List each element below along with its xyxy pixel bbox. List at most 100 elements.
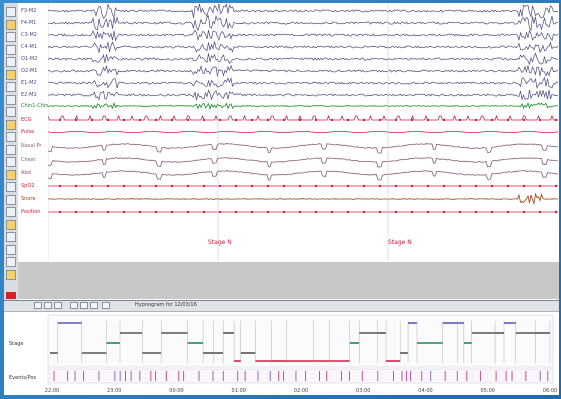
trace-area[interactable]: Stage N Stage N	[48, 3, 559, 300]
sample-dot	[250, 118, 254, 122]
sample-dot	[346, 118, 350, 122]
tool-button[interactable]	[6, 32, 16, 42]
record-icon[interactable]	[6, 292, 16, 299]
sample-dot	[58, 184, 62, 188]
tool-button[interactable]	[6, 182, 16, 192]
signal-trace	[48, 101, 559, 111]
settings-icon[interactable]	[90, 302, 98, 309]
sample-dot	[330, 184, 334, 188]
signal-trace	[48, 64, 559, 77]
sample-dot	[506, 118, 510, 122]
sample-dot	[538, 184, 542, 188]
sample-dot	[266, 184, 270, 188]
hypnogram-area[interactable]: Stage Events/Pos 22:00 23:00 00:00 01:00 02:…	[4, 311, 559, 395]
tool-button[interactable]	[6, 219, 16, 230]
tool-button[interactable]	[6, 169, 16, 180]
tool-button[interactable]	[6, 44, 16, 55]
stage-annotation: Stage N	[208, 239, 232, 246]
tool-button[interactable]	[6, 207, 16, 217]
traces-svg: Stage N Stage N	[48, 3, 559, 261]
sample-dot	[490, 184, 494, 188]
sample-dot	[90, 184, 94, 188]
zoom-out-icon[interactable]	[44, 302, 52, 309]
hypnogram-plot	[47, 314, 554, 368]
time-tick-label: 02:00	[294, 388, 308, 394]
sample-dot	[314, 210, 318, 214]
channel-label: O2-M1	[21, 68, 38, 74]
signal-trace	[48, 170, 559, 181]
sample-dot	[74, 118, 78, 122]
help-icon[interactable]	[102, 302, 110, 309]
channel-label: O1-M2	[21, 56, 38, 62]
copy-icon[interactable]	[80, 302, 88, 309]
save-icon[interactable]	[70, 302, 78, 309]
signal-trace	[48, 52, 559, 66]
channel-label: E1-M2	[21, 80, 37, 86]
sample-dot	[442, 210, 446, 214]
sample-dot	[410, 184, 414, 188]
print-icon[interactable]	[54, 302, 62, 309]
sample-dot	[90, 210, 94, 214]
sample-dot	[218, 184, 222, 188]
sample-dot	[58, 210, 62, 214]
tool-button[interactable]	[6, 144, 16, 155]
tool-button[interactable]	[6, 94, 16, 105]
sample-dot	[138, 184, 142, 188]
signal-trace	[48, 29, 559, 42]
tool-button[interactable]	[6, 119, 16, 130]
tool-button[interactable]	[6, 194, 16, 205]
sample-dot	[394, 118, 398, 122]
sample-dot	[170, 118, 174, 122]
tool-button[interactable]	[6, 19, 16, 30]
time-tick-label: 22:00	[45, 388, 59, 394]
tool-button[interactable]	[6, 107, 16, 117]
channel-label: F3-M2	[21, 8, 37, 14]
tool-button[interactable]	[6, 257, 16, 267]
sample-dot	[170, 210, 174, 214]
sample-dot	[378, 118, 382, 122]
time-tick-label: 23:00	[107, 388, 121, 394]
sample-dot	[186, 118, 190, 122]
sample-dot	[234, 184, 238, 188]
sample-dot	[90, 118, 94, 122]
sample-dot	[250, 210, 254, 214]
sample-dot	[378, 184, 382, 188]
sample-dot	[474, 210, 478, 214]
hypnogram-title: Hypnogram for 12/03/16	[135, 302, 197, 308]
channel-label: Snore	[21, 196, 36, 202]
tool-button[interactable]	[6, 57, 16, 67]
signal-trace	[48, 114, 558, 121]
sample-dot	[378, 210, 382, 214]
sample-dot	[522, 118, 526, 122]
sample-dot	[426, 118, 430, 122]
channel-label: C3-M2	[21, 32, 37, 38]
tool-button[interactable]	[6, 82, 16, 92]
stage-annotation: Stage N	[388, 239, 412, 246]
sample-dot	[218, 118, 222, 122]
zoom-in-icon[interactable]	[34, 302, 42, 309]
empty-channel-panel	[18, 262, 559, 299]
hypnogram-toolbar: Hypnogram for 12/03/16	[4, 301, 559, 312]
tool-button[interactable]	[6, 232, 16, 242]
time-tick-label: 01:00	[232, 388, 246, 394]
tool-button[interactable]	[6, 157, 16, 167]
tool-button[interactable]	[6, 269, 16, 280]
channel-label: E2-M1	[21, 92, 37, 98]
sample-dot	[106, 210, 110, 214]
tool-button[interactable]	[6, 69, 16, 80]
sample-dot	[346, 210, 350, 214]
tool-button[interactable]	[6, 132, 16, 142]
sample-dot	[458, 118, 462, 122]
channel-label: SpO2	[21, 183, 35, 189]
sample-dot	[442, 184, 446, 188]
channel-label: Nasal Pr	[21, 143, 42, 149]
channel-labels: F3-M2 F4-M1 C3-M2 C4-M1 O1-M2 O2-M1 E1-M2 E2-M1…	[18, 3, 52, 300]
tool-button[interactable]	[6, 7, 16, 17]
sample-dot	[362, 118, 366, 122]
sample-dot	[474, 184, 478, 188]
sample-dot	[554, 118, 558, 122]
tool-button[interactable]	[6, 244, 16, 255]
events-plot	[47, 368, 554, 384]
channel-label: Pulse	[21, 129, 35, 135]
